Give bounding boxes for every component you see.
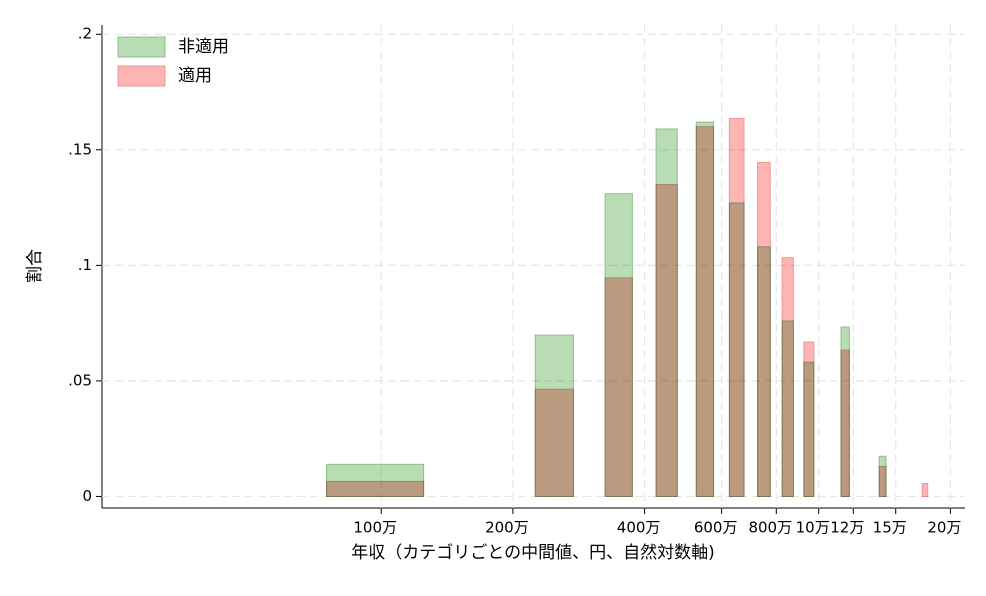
bar <box>781 257 794 497</box>
x-tick-label: 200万 <box>485 519 529 537</box>
y-axis-label: 割合 <box>25 249 45 283</box>
legend-swatch <box>117 36 166 58</box>
bar <box>840 349 850 497</box>
bar <box>921 483 929 497</box>
x-tick-label: 100万 <box>353 519 397 537</box>
x-axis-label: 年収（カテゴリごとの中間値、円、自然対数軸) <box>351 542 714 563</box>
bar <box>534 388 574 497</box>
legend-swatch <box>117 65 166 87</box>
y-tick-label: 0 <box>82 487 92 505</box>
bar <box>757 162 771 497</box>
bar <box>803 341 815 497</box>
x-tick-label: 600万 <box>694 519 738 537</box>
bar <box>604 277 633 497</box>
x-tick-label: 800万 <box>748 519 792 537</box>
x-tick-label: 15万 <box>873 519 907 537</box>
bar <box>655 183 678 497</box>
y-tick-label: .1 <box>78 256 92 274</box>
y-tick-label: .2 <box>78 25 92 43</box>
legend-label: 非適用 <box>178 37 229 57</box>
x-tick-label: 20万 <box>927 519 961 537</box>
y-tick-label: .05 <box>68 371 92 389</box>
legend-label: 適用 <box>178 66 212 86</box>
x-tick-label: 400万 <box>617 519 661 537</box>
bar <box>326 480 425 497</box>
y-tick-label: .15 <box>68 140 92 158</box>
bar <box>695 126 715 497</box>
x-tick-label: 10万 <box>796 519 830 537</box>
bar <box>878 465 887 497</box>
bar <box>728 117 745 497</box>
x-tick-label: 12万 <box>830 519 864 537</box>
